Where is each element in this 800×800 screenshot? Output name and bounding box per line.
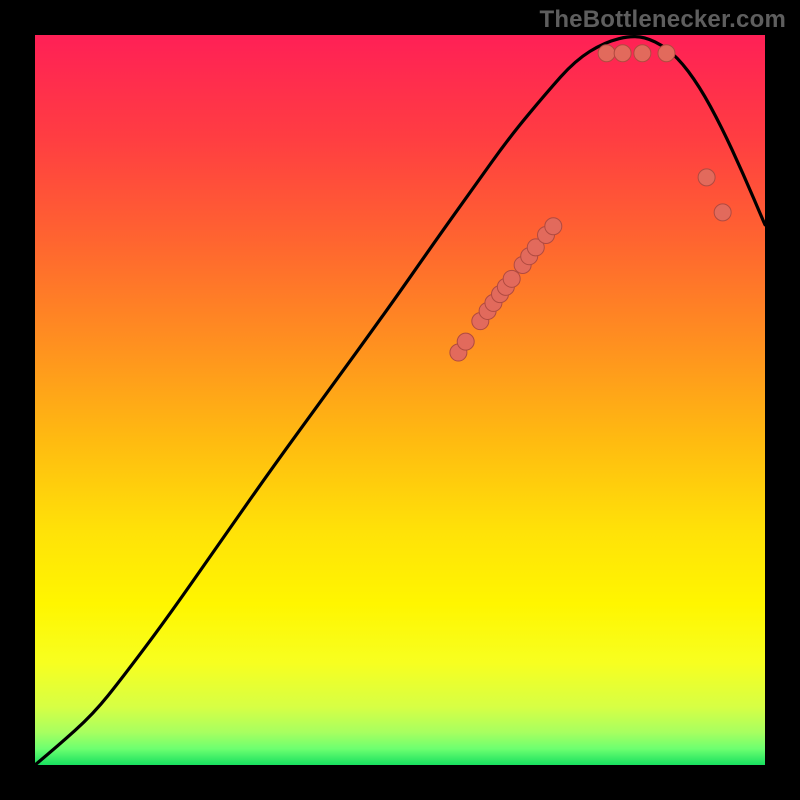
data-marker	[503, 270, 520, 287]
chart-container: { "watermark": { "text": "TheBottlenecke…	[0, 0, 800, 800]
bottleneck-chart	[0, 0, 800, 800]
watermark-text: TheBottlenecker.com	[539, 6, 786, 34]
data-marker	[698, 169, 715, 186]
data-marker	[457, 333, 474, 350]
data-marker	[614, 45, 631, 62]
data-marker	[714, 204, 731, 221]
data-marker	[598, 45, 615, 62]
data-marker	[658, 45, 675, 62]
data-marker	[634, 45, 651, 62]
plot-background	[35, 35, 765, 765]
data-marker	[545, 218, 562, 235]
